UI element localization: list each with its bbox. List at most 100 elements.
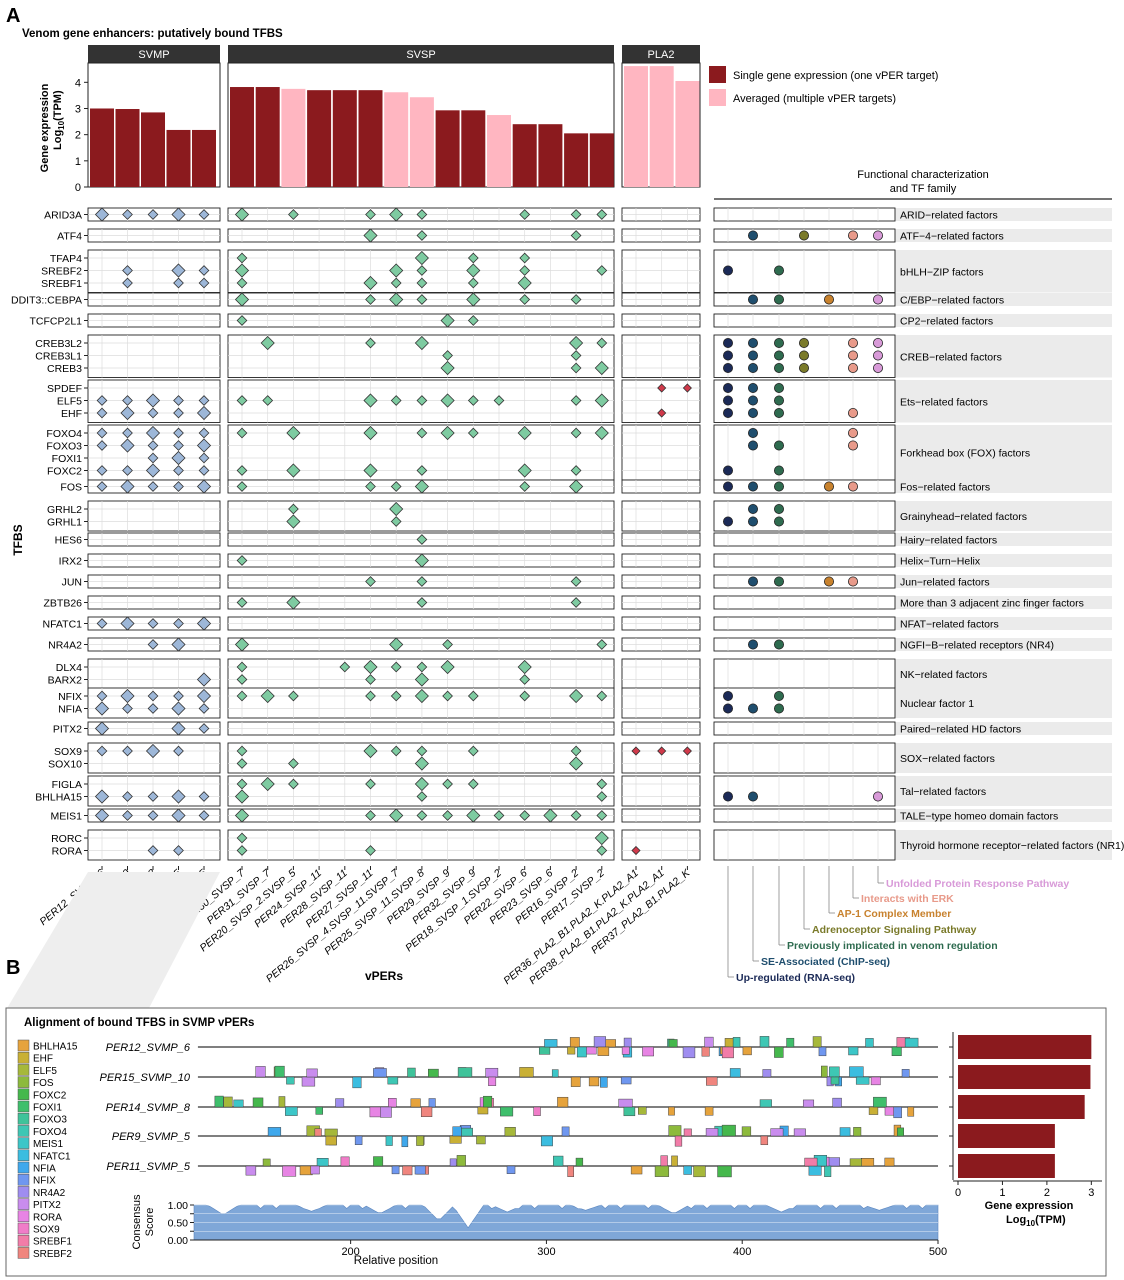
family-label: Nuclear factor 1 — [900, 698, 974, 710]
tfbs-diamond — [196, 672, 212, 687]
sequence-label: PER14_SVMP_8 — [106, 1102, 191, 1114]
expression-bar — [166, 129, 191, 187]
tfbs-diamond — [416, 576, 428, 587]
tfbs-diamond — [147, 452, 159, 464]
tf-legend-swatch — [17, 1173, 30, 1186]
tfbs-diamond — [198, 277, 210, 289]
family-band — [895, 688, 1112, 718]
tfbs-block — [315, 1106, 323, 1115]
tf-legend-swatch — [17, 1198, 30, 1210]
family-band — [895, 425, 1112, 480]
expression-bar — [115, 109, 140, 187]
tfbs-diamond — [234, 789, 250, 804]
tfbs-diamond — [682, 746, 692, 756]
function-panel — [713, 313, 896, 328]
tfbs-diamond — [519, 252, 531, 264]
tfbs-block — [786, 1037, 795, 1048]
consensus-y-tick-label: 1.00 — [168, 1200, 189, 1212]
function-panel — [713, 500, 896, 532]
tf-label: TFAP4 — [50, 253, 82, 265]
function-dot — [799, 350, 810, 361]
matrix-panel — [227, 500, 615, 532]
sequence-label: PER12_SVMP_6 — [106, 1042, 191, 1054]
tfbs-block — [570, 1076, 581, 1087]
tfbs-diamond — [416, 791, 428, 802]
tfbs-diamond — [198, 810, 210, 821]
function-dot — [748, 516, 759, 527]
functional-header-line2: and TF family — [890, 183, 957, 195]
tfbs-block — [638, 1106, 647, 1115]
tfbs-block — [849, 1158, 862, 1167]
tf-legend-swatch — [17, 1112, 30, 1125]
facet-strip — [88, 45, 220, 63]
tfbs-diamond — [363, 743, 378, 759]
tfbs-diamond — [147, 639, 159, 650]
tfbs-diamond — [173, 745, 184, 757]
tfbs-diamond — [147, 845, 159, 856]
tf-label: CREB3 — [47, 363, 82, 375]
function-dot — [723, 407, 734, 418]
tfbs-diamond — [390, 481, 402, 492]
panel-b: Alignment of bound TFBS in SVMP vPERs BHL… — [5, 872, 1107, 1277]
tfbs-block — [567, 1165, 575, 1177]
tfbs-diamond — [467, 395, 479, 406]
function-dot — [723, 337, 734, 348]
function-dot — [873, 337, 884, 348]
tfbs-diamond — [236, 597, 248, 608]
tfbs-block — [855, 1076, 870, 1085]
family-label: bHLH−ZIP factors — [900, 266, 984, 278]
legend-swatch — [709, 66, 726, 83]
tfbs-diamond — [236, 277, 248, 289]
expression-bar — [675, 81, 700, 187]
y-axis-title-sub: 10 — [57, 120, 66, 129]
tf-legend-swatch — [17, 1100, 30, 1113]
tf-legend-label: SOX9 — [33, 1225, 60, 1236]
function-dot — [848, 440, 859, 451]
function-dot — [848, 576, 859, 587]
tfbs-diamond — [467, 745, 479, 757]
function-panel — [713, 292, 896, 307]
tfbs-block — [340, 1156, 350, 1167]
tfbs-block — [391, 1165, 400, 1175]
expr-label-unit: (TPM) — [1035, 1214, 1066, 1226]
tfbs-diamond — [519, 294, 531, 305]
tfbs-diamond — [416, 277, 428, 289]
tfbs-diamond — [596, 265, 608, 276]
function-dot — [774, 465, 785, 476]
family-band — [895, 335, 1112, 378]
tfbs-diamond — [416, 427, 428, 439]
functional-category-label: AP-1 Complex Member — [837, 908, 951, 920]
tfbs-diamond — [570, 810, 582, 821]
facet-strip-label: SVMP — [138, 49, 169, 61]
tfbs-diamond — [122, 277, 133, 289]
tfbs-diamond — [94, 721, 110, 736]
tfbs-diamond — [414, 250, 429, 266]
tfbs-diamond — [414, 776, 429, 792]
family-band — [895, 501, 1112, 531]
tfbs-block — [576, 1046, 587, 1058]
tfbs-diamond — [288, 503, 299, 515]
expression-bar — [624, 66, 648, 187]
vpers-axis-label: vPERs — [365, 969, 403, 983]
tfbs-diamond — [493, 810, 505, 821]
tfbs-diamond — [570, 395, 582, 406]
tfbs-diamond — [286, 595, 301, 610]
function-dot — [748, 576, 759, 587]
tfbs-diamond — [196, 405, 212, 421]
tfbs-diamond — [596, 209, 608, 220]
tfbs-diamond — [570, 576, 582, 587]
tfbs-block — [540, 1135, 553, 1147]
tfbs-block — [252, 1097, 264, 1108]
family-band — [895, 638, 1112, 651]
function-dot — [848, 362, 859, 373]
tfbs-diamond — [236, 832, 248, 844]
family-band — [895, 575, 1112, 588]
tfbs-diamond — [467, 252, 479, 264]
tfbs-diamond — [466, 808, 481, 823]
tf-label: FIGLA — [52, 779, 82, 791]
y-tick-label: 4 — [75, 77, 81, 89]
y-tick-label: 2 — [75, 130, 81, 142]
family-band — [895, 250, 1112, 293]
tfbs-block — [402, 1165, 413, 1176]
tfbs-diamond — [414, 672, 429, 687]
